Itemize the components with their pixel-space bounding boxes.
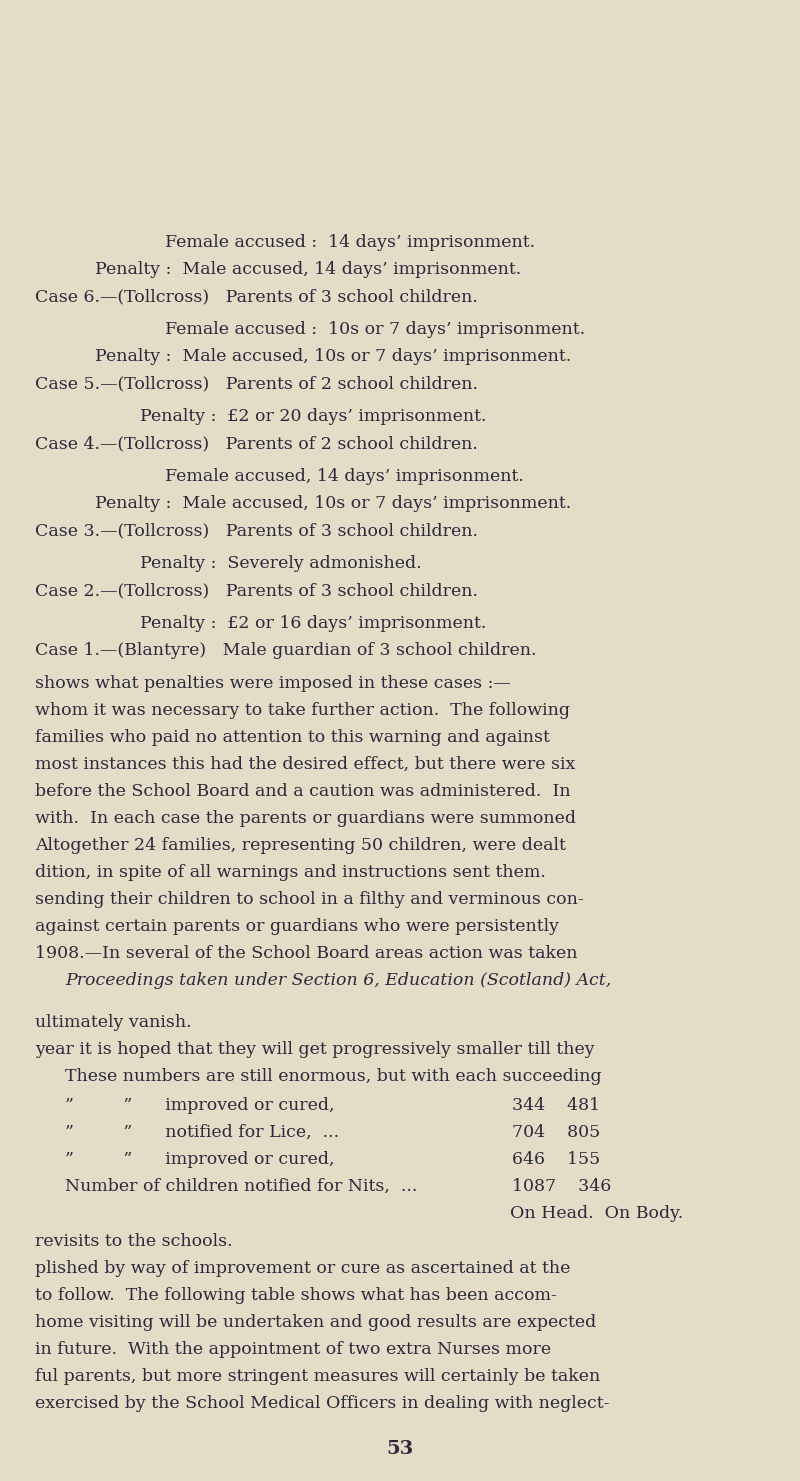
Text: families who paid no attention to this warning and against: families who paid no attention to this w… [35, 729, 550, 746]
Text: Number of children notified for Nits,  ...: Number of children notified for Nits, ..… [65, 1177, 418, 1195]
Text: Penalty :  Male accused, 10s or 7 days’ imprisonment.: Penalty : Male accused, 10s or 7 days’ i… [95, 495, 571, 512]
Text: before the School Board and a caution was administered.  In: before the School Board and a caution wa… [35, 783, 570, 800]
Text: Proceedings taken under Section 6, Education (Scotland) Act,: Proceedings taken under Section 6, Educa… [65, 972, 611, 989]
Text: ”         ”      notified for Lice,  ...: ” ” notified for Lice, ... [65, 1124, 339, 1140]
Text: Case 2.—(Tollcross)   Parents of 3 school children.: Case 2.—(Tollcross) Parents of 3 school … [35, 582, 478, 598]
Text: most instances this had the desired effect, but there were six: most instances this had the desired effe… [35, 755, 575, 773]
Text: Female accused :  14 days’ imprisonment.: Female accused : 14 days’ imprisonment. [165, 234, 535, 250]
Text: Case 5.—(Tollcross)   Parents of 2 school children.: Case 5.—(Tollcross) Parents of 2 school … [35, 375, 478, 392]
Text: home visiting will be undertaken and good results are expected: home visiting will be undertaken and goo… [35, 1314, 596, 1331]
Text: 1908.—In several of the School Board areas action was taken: 1908.—In several of the School Board are… [35, 945, 578, 963]
Text: Case 1.—(Blantyre)   Male guardian of 3 school children.: Case 1.—(Blantyre) Male guardian of 3 sc… [35, 641, 537, 659]
Text: in future.  With the appointment of two extra Nurses more: in future. With the appointment of two e… [35, 1340, 551, 1358]
Text: Penalty :  Male accused, 10s or 7 days’ imprisonment.: Penalty : Male accused, 10s or 7 days’ i… [95, 348, 571, 364]
Text: whom it was necessary to take further action.  The following: whom it was necessary to take further ac… [35, 702, 570, 718]
Text: 646    155: 646 155 [512, 1151, 600, 1169]
Text: Female accused, 14 days’ imprisonment.: Female accused, 14 days’ imprisonment. [165, 468, 524, 484]
Text: Altogether 24 families, representing 50 children, were dealt: Altogether 24 families, representing 50 … [35, 837, 566, 855]
Text: Penalty :  Male accused, 14 days’ imprisonment.: Penalty : Male accused, 14 days’ impriso… [95, 261, 522, 278]
Text: These numbers are still enormous, but with each succeeding: These numbers are still enormous, but wi… [65, 1068, 602, 1086]
Text: Case 6.—(Tollcross)   Parents of 3 school children.: Case 6.—(Tollcross) Parents of 3 school … [35, 287, 478, 305]
Text: year it is hoped that they will get progressively smaller till they: year it is hoped that they will get prog… [35, 1041, 594, 1057]
Text: 704    805: 704 805 [512, 1124, 600, 1140]
Text: 1087    346: 1087 346 [512, 1177, 611, 1195]
Text: against certain parents or guardians who were persistently: against certain parents or guardians who… [35, 918, 559, 935]
Text: shows what penalties were imposed in these cases :—: shows what penalties were imposed in the… [35, 675, 510, 692]
Text: ”         ”      improved or cured,: ” ” improved or cured, [65, 1151, 334, 1169]
Text: 53: 53 [386, 1440, 414, 1457]
Text: revisits to the schools.: revisits to the schools. [35, 1234, 233, 1250]
Text: Penalty :  £2 or 20 days’ imprisonment.: Penalty : £2 or 20 days’ imprisonment. [140, 407, 486, 425]
Text: ”         ”      improved or cured,: ” ” improved or cured, [65, 1097, 334, 1114]
Text: 344    481: 344 481 [512, 1097, 600, 1114]
Text: Penalty :  £2 or 16 days’ imprisonment.: Penalty : £2 or 16 days’ imprisonment. [140, 615, 486, 632]
Text: ultimately vanish.: ultimately vanish. [35, 1014, 192, 1031]
Text: ful parents, but more stringent measures will certainly be taken: ful parents, but more stringent measures… [35, 1368, 600, 1385]
Text: Case 3.—(Tollcross)   Parents of 3 school children.: Case 3.—(Tollcross) Parents of 3 school … [35, 521, 478, 539]
Text: Case 4.—(Tollcross)   Parents of 2 school children.: Case 4.—(Tollcross) Parents of 2 school … [35, 435, 478, 452]
Text: dition, in spite of all warnings and instructions sent them.: dition, in spite of all warnings and ins… [35, 863, 546, 881]
Text: Female accused :  10s or 7 days’ imprisonment.: Female accused : 10s or 7 days’ imprison… [165, 321, 585, 338]
Text: exercised by the School Medical Officers in dealing with neglect-: exercised by the School Medical Officers… [35, 1395, 610, 1411]
Text: plished by way of improvement or cure as ascertained at the: plished by way of improvement or cure as… [35, 1260, 570, 1277]
Text: On Head.  On Body.: On Head. On Body. [510, 1206, 683, 1222]
Text: Penalty :  Severely admonished.: Penalty : Severely admonished. [140, 555, 422, 572]
Text: to follow.  The following table shows what has been accom-: to follow. The following table shows wha… [35, 1287, 557, 1303]
Text: sending their children to school in a filthy and verminous con-: sending their children to school in a fi… [35, 892, 584, 908]
Text: with.  In each case the parents or guardians were summoned: with. In each case the parents or guardi… [35, 810, 576, 826]
